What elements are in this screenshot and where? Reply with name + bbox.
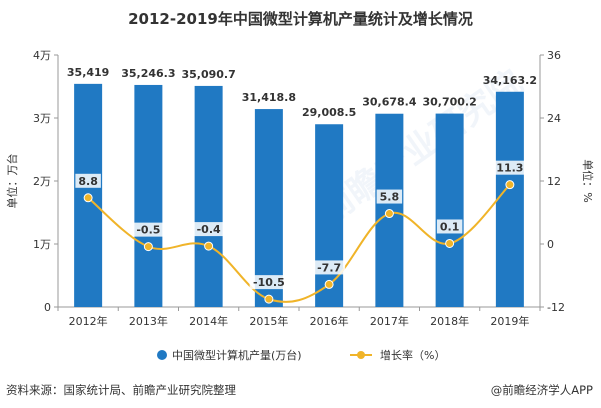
growth-label-bg	[249, 275, 289, 290]
x-tick-label: 2015年	[249, 314, 288, 328]
growth-label-bg	[376, 189, 403, 204]
bar	[254, 109, 283, 308]
growth-label-bg	[436, 219, 463, 234]
growth-label-bg	[493, 160, 526, 175]
left-axis-title: 单位：万台	[5, 154, 19, 209]
growth-label-bg	[192, 222, 225, 237]
x-tick-label: 2013年	[129, 314, 168, 328]
bar-value-label: 35,246.3	[121, 67, 175, 80]
legend-line-label: 增长率（%）	[380, 348, 445, 362]
growth-rate-point	[324, 279, 334, 289]
x-tick-label: 2014年	[189, 314, 228, 328]
growth-rate-point	[204, 241, 214, 251]
left-tick-label: 0	[44, 301, 51, 314]
growth-rate-value-label: -7.7	[317, 261, 341, 274]
x-tick-label: 2016年	[310, 314, 349, 328]
bar-value-label: 29,008.5	[302, 106, 356, 119]
bar-value-label: 30,678.4	[362, 96, 417, 109]
right-tick-label: -12	[547, 301, 565, 314]
growth-rate-value-label: 11.3	[496, 162, 523, 175]
growth-label-bg	[132, 222, 165, 237]
brand-note: @前瞻经济学人APP	[490, 383, 593, 397]
bar	[194, 85, 223, 307]
right-tick-label: 12	[547, 175, 561, 188]
legend-bar-label: 中国微型计算机产量(万台)	[172, 348, 302, 362]
growth-rate-point	[505, 180, 515, 190]
bar-value-label: 31,418.8	[242, 91, 296, 104]
growth-rate-value-label: 0.1	[440, 220, 460, 233]
right-tick-label: 24	[547, 112, 561, 125]
bar-value-label: 35,090.7	[181, 68, 235, 81]
growth-label-bg	[313, 260, 346, 275]
x-tick-label: 2012年	[69, 314, 108, 328]
left-tick-label: 1万	[33, 238, 51, 251]
growth-rate-value-label: -10.5	[253, 276, 285, 289]
right-tick-label: 0	[547, 238, 554, 251]
right-axis-title: 单位：%	[581, 159, 595, 202]
growth-rate-value-label: 8.8	[78, 175, 98, 188]
right-tick-label: 36	[547, 49, 561, 62]
growth-rate-value-label: -0.4	[197, 223, 221, 236]
bar-value-label: 35,419	[67, 66, 109, 79]
chart-title: 2012-2019年中国微型计算机产量统计及增长情况	[128, 10, 473, 28]
bar	[495, 91, 524, 307]
bar	[435, 113, 464, 307]
bar	[315, 124, 344, 307]
left-tick-label: 3万	[33, 112, 51, 125]
growth-rate-point	[384, 209, 394, 219]
growth-rate-point	[264, 294, 274, 304]
growth-rate-point	[445, 238, 455, 248]
growth-label-bg	[75, 173, 101, 188]
x-tick-label: 2019年	[490, 314, 529, 328]
legend-line-marker	[357, 351, 365, 359]
bar-value-label: 34,163.2	[483, 74, 537, 87]
left-tick-label: 4万	[33, 49, 51, 62]
growth-rate-value-label: -0.5	[136, 224, 160, 237]
bar	[134, 84, 163, 308]
x-tick-label: 2018年	[430, 314, 469, 328]
bar-value-label: 30,700.2	[422, 96, 476, 109]
growth-rate-point	[143, 242, 153, 252]
left-tick-label: 2万	[33, 175, 51, 188]
growth-rate-value-label: 5.8	[380, 191, 400, 204]
x-tick-label: 2017年	[370, 314, 409, 328]
growth-rate-point	[83, 193, 93, 203]
source-note: 资料来源：国家统计局、前瞻产业研究院整理	[6, 383, 236, 397]
legend-bar-swatch	[157, 350, 167, 360]
